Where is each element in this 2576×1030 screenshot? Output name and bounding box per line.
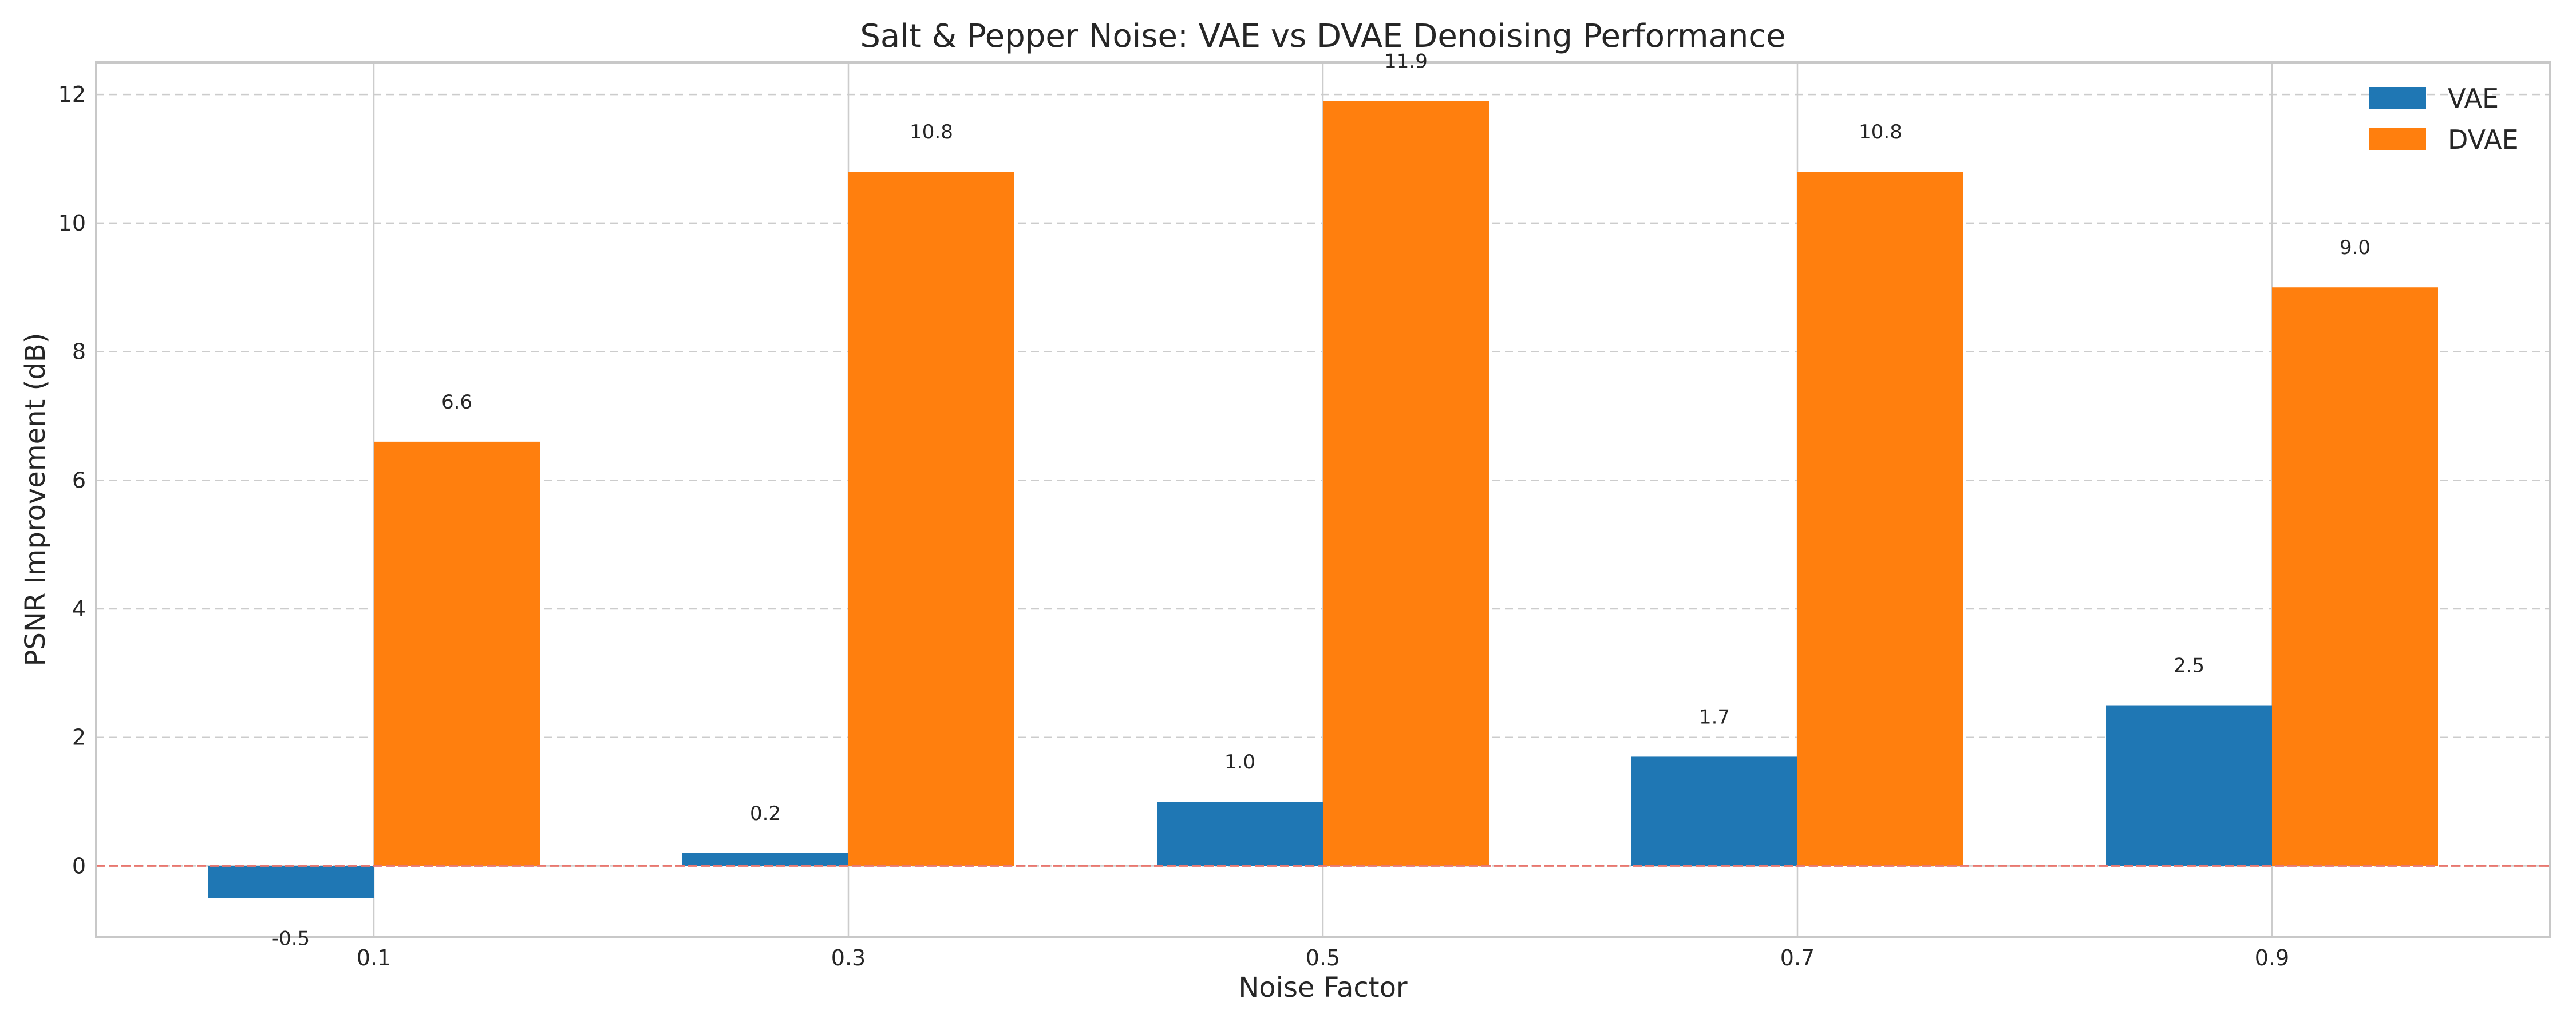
bar-value-label: 9.0 bbox=[2340, 236, 2370, 259]
bar-dvae-0.5 bbox=[1323, 101, 1489, 866]
y-axis-title: PSNR Improvement (dB) bbox=[19, 333, 52, 667]
bar-value-label: 10.8 bbox=[910, 121, 953, 144]
bar-dvae-0.1 bbox=[374, 441, 540, 866]
legend-swatch-dvae bbox=[2369, 128, 2426, 150]
x-tick-label: 0.9 bbox=[2255, 945, 2289, 970]
bar-vae-0.3 bbox=[682, 853, 848, 866]
bar-value-label: 10.8 bbox=[1859, 121, 1902, 144]
x-tick-label: 0.5 bbox=[1306, 945, 1340, 970]
y-tick-label: 0 bbox=[72, 853, 86, 878]
legend-swatch-vae bbox=[2369, 87, 2426, 109]
bar-value-label: 1.0 bbox=[1224, 751, 1255, 774]
y-tick-label: 6 bbox=[72, 468, 86, 493]
plot-frame bbox=[95, 61, 2551, 938]
bar-value-label: 0.2 bbox=[750, 802, 781, 825]
y-tick-label: 12 bbox=[58, 82, 86, 107]
bar-vae-0.5 bbox=[1157, 802, 1323, 866]
legend-label-dvae: DVAE bbox=[2448, 124, 2519, 155]
bar-value-label: -0.5 bbox=[272, 928, 310, 950]
bar-value-label: 1.7 bbox=[1699, 706, 1730, 728]
y-tick-label: 2 bbox=[72, 725, 86, 750]
x-axis-title: Noise Factor bbox=[1238, 972, 1408, 1004]
tick-labels: 0 2 4 6 8 10 12 0.1 0.3 0.5 0.7 0.9 bbox=[58, 82, 2290, 970]
chart-title: Salt & Pepper Noise: VAE vs DVAE Denoisi… bbox=[860, 18, 1785, 55]
bar-vae-0.9 bbox=[2106, 705, 2272, 866]
x-tick-label: 0.1 bbox=[357, 945, 391, 970]
bar-dvae-0.3 bbox=[848, 172, 1014, 866]
bars bbox=[208, 101, 2438, 898]
bar-vae-0.7 bbox=[1631, 756, 1797, 866]
y-tick-label: 4 bbox=[72, 596, 86, 621]
bar-value-label: 11.9 bbox=[1384, 50, 1428, 73]
bar-value-label: 2.5 bbox=[2174, 655, 2204, 678]
x-tick-label: 0.3 bbox=[831, 945, 866, 970]
bar-dvae-0.7 bbox=[1797, 172, 1963, 866]
x-tick-label: 0.7 bbox=[1780, 945, 1815, 970]
y-tick-label: 10 bbox=[58, 211, 86, 236]
y-tick-label: 8 bbox=[72, 339, 86, 365]
bar-labels: -0.5 0.2 1.0 1.7 2.5 6.6 10.8 11.9 10.8 9.0 bbox=[272, 50, 2370, 950]
bar-dvae-0.9 bbox=[2272, 287, 2438, 866]
legend-label-vae: VAE bbox=[2448, 83, 2499, 114]
bar-vae-0.1 bbox=[208, 866, 374, 898]
bar-value-label: 6.6 bbox=[441, 391, 472, 414]
legend: VAE DVAE bbox=[2369, 83, 2519, 155]
